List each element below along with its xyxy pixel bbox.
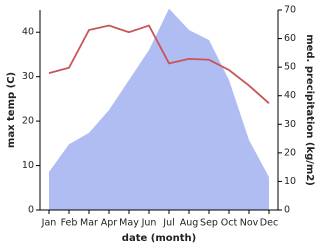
y2-axis-label: med. precipitation (kg/m2) bbox=[304, 34, 315, 186]
x-tick-label: Jan bbox=[41, 218, 57, 229]
y2-tick-label: 30 bbox=[284, 119, 296, 130]
y2-tick-label: 50 bbox=[284, 62, 296, 73]
x-tick-label: Apr bbox=[101, 218, 118, 229]
x-tick-label: May bbox=[119, 218, 139, 229]
y-tick-label: 10 bbox=[22, 160, 34, 171]
y2-tick-label: 0 bbox=[284, 205, 290, 216]
x-tick-label: Dec bbox=[260, 218, 278, 229]
x-tick-label: Oct bbox=[221, 218, 238, 229]
temp-line bbox=[48, 24, 270, 105]
x-axis-label: date (month) bbox=[122, 233, 196, 244]
y-tick-label: 40 bbox=[22, 27, 34, 38]
y2-tick-label: 20 bbox=[284, 147, 296, 158]
precipitation-area bbox=[49, 8, 269, 211]
y2-tick-label: 40 bbox=[284, 90, 296, 101]
y2-tick-label: 10 bbox=[284, 176, 296, 187]
x-tick-label: Nov bbox=[240, 218, 259, 229]
y-tick-label: 0 bbox=[28, 205, 34, 216]
y2-tick-label: 70 bbox=[284, 5, 296, 16]
chart: date (month) max temp (C) med. precipita… bbox=[6, 5, 315, 245]
x-tick-label: Aug bbox=[180, 218, 199, 229]
y-tick-label: 20 bbox=[22, 116, 34, 127]
x-tick-label: Mar bbox=[80, 218, 98, 229]
y-tick-label: 30 bbox=[22, 71, 34, 82]
x-tick-label: Jun bbox=[141, 218, 157, 229]
y2-tick-label: 60 bbox=[284, 33, 296, 44]
x-tick-label: Sep bbox=[200, 218, 218, 229]
y-axis-label: max temp (C) bbox=[6, 72, 17, 148]
x-tick-label: Feb bbox=[61, 218, 78, 229]
x-tick-label: Jul bbox=[162, 218, 174, 229]
